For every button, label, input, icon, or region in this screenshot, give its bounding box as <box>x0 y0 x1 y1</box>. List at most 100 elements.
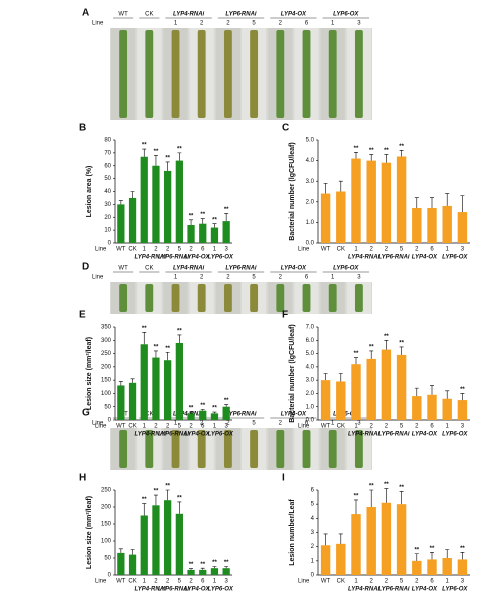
y-tick-label: 50 <box>104 556 111 562</box>
y-tick-label: 7.0 <box>306 325 315 331</box>
group-label: LYP4-OX <box>281 412 307 418</box>
leaf <box>119 284 128 312</box>
leaf <box>354 430 363 468</box>
y-tick-label: 4.0 <box>306 364 315 370</box>
group-label: LYP6-RNAi <box>158 432 190 438</box>
bar <box>381 162 392 243</box>
bar <box>222 568 230 575</box>
x-tick-label: 2 <box>385 247 389 253</box>
y-tick-label: 150 <box>101 522 112 528</box>
error-bar <box>384 339 389 350</box>
y-tick-label: 3 <box>311 530 315 536</box>
significance: ** <box>154 149 159 155</box>
line-number: 2 <box>200 275 204 281</box>
y-tick-label: 6.0 <box>306 338 315 344</box>
bar <box>187 224 195 243</box>
x-tick-label: 1 <box>213 424 217 430</box>
significance: ** <box>165 484 170 490</box>
x-tick-label: 2 <box>189 579 193 585</box>
x-tick-label: CK <box>337 579 345 585</box>
x-tick-label: 2 <box>166 424 170 430</box>
x-tick-label: 2 <box>415 247 419 253</box>
error-bar <box>142 503 147 516</box>
y-tick-label: 250 <box>101 488 112 494</box>
line-number: 1 <box>174 421 178 427</box>
significance: ** <box>142 326 147 332</box>
significance: ** <box>224 560 229 566</box>
bar <box>412 207 422 243</box>
y-tick-label: 20 <box>104 215 111 221</box>
x-tick-label: WT <box>321 424 331 430</box>
bar <box>427 207 437 243</box>
y-tick-label: 1 <box>311 558 315 564</box>
x-tick-label: 5 <box>400 579 404 585</box>
bar <box>336 191 346 243</box>
group-label: LYP4-RNAi <box>348 587 380 593</box>
line-number: 1 <box>331 421 335 427</box>
y-axis-label: Lesion size (mm²/leaf) <box>86 496 93 569</box>
line-label: Line <box>92 275 104 281</box>
y-tick-label: 80 <box>104 138 111 144</box>
x-tick-label: WT <box>321 579 331 585</box>
y-tick-label: 5.0 <box>306 138 315 144</box>
group-label: CK <box>145 266 153 272</box>
y-tick-label: 200 <box>101 505 112 511</box>
error-bar <box>165 351 170 361</box>
leaf <box>197 284 206 312</box>
x-tick-label: 5 <box>178 247 182 253</box>
error-bar <box>369 350 374 359</box>
error-bar <box>414 387 419 397</box>
group-label: LYP4-OX <box>184 587 210 593</box>
line-number: 2 <box>279 275 283 281</box>
line-number: 2 <box>226 21 230 27</box>
error-bar <box>153 494 158 506</box>
panel-letter: B <box>79 123 86 134</box>
line-label: Line <box>95 579 107 585</box>
leaf <box>171 30 180 118</box>
significance: ** <box>399 341 404 347</box>
group-label: LYP6-OX <box>208 432 234 438</box>
bar <box>336 381 346 420</box>
bar <box>336 543 346 575</box>
x-tick-label: 2 <box>415 579 419 585</box>
bar <box>175 342 183 420</box>
error-bar <box>430 385 434 395</box>
bar <box>210 568 219 575</box>
group-label: LYP6-OX <box>333 12 359 18</box>
y-tick-label: 0 <box>108 241 112 247</box>
error-bar <box>224 404 229 407</box>
bar <box>210 413 219 420</box>
x-tick-label: WT <box>321 247 331 253</box>
y-tick-label: 5 <box>311 502 315 508</box>
group-label: LYP4-OX <box>281 12 307 18</box>
significance: ** <box>142 497 147 503</box>
leaf <box>145 430 154 468</box>
y-tick-label: 0 <box>108 418 112 424</box>
x-tick-label: 5 <box>400 247 404 253</box>
leaf <box>223 284 232 312</box>
significance: ** <box>399 144 404 150</box>
significance: ** <box>142 143 147 149</box>
x-tick-label: 6 <box>430 247 434 253</box>
error-bar <box>212 566 217 569</box>
x-tick-label: 2 <box>166 247 170 253</box>
error-bar <box>460 552 465 560</box>
y-tick-label: 0 <box>108 573 112 579</box>
bar <box>128 197 137 243</box>
significance: ** <box>154 489 159 495</box>
panel-letter: H <box>79 473 86 484</box>
leaf <box>354 30 363 118</box>
error-bar <box>354 357 358 365</box>
x-tick-label: 1 <box>143 579 147 585</box>
error-bar <box>165 489 170 501</box>
leaf <box>171 284 180 312</box>
line-number: 6 <box>305 275 309 281</box>
x-tick-label: 3 <box>224 424 228 430</box>
error-bar <box>445 193 450 206</box>
error-bar <box>399 346 404 355</box>
significance: ** <box>189 562 194 568</box>
x-tick-label: 2 <box>370 579 374 585</box>
x-tick-label: 5 <box>178 424 182 430</box>
group-label: LYP4-OX <box>281 266 307 272</box>
x-tick-label: 3 <box>461 424 465 430</box>
